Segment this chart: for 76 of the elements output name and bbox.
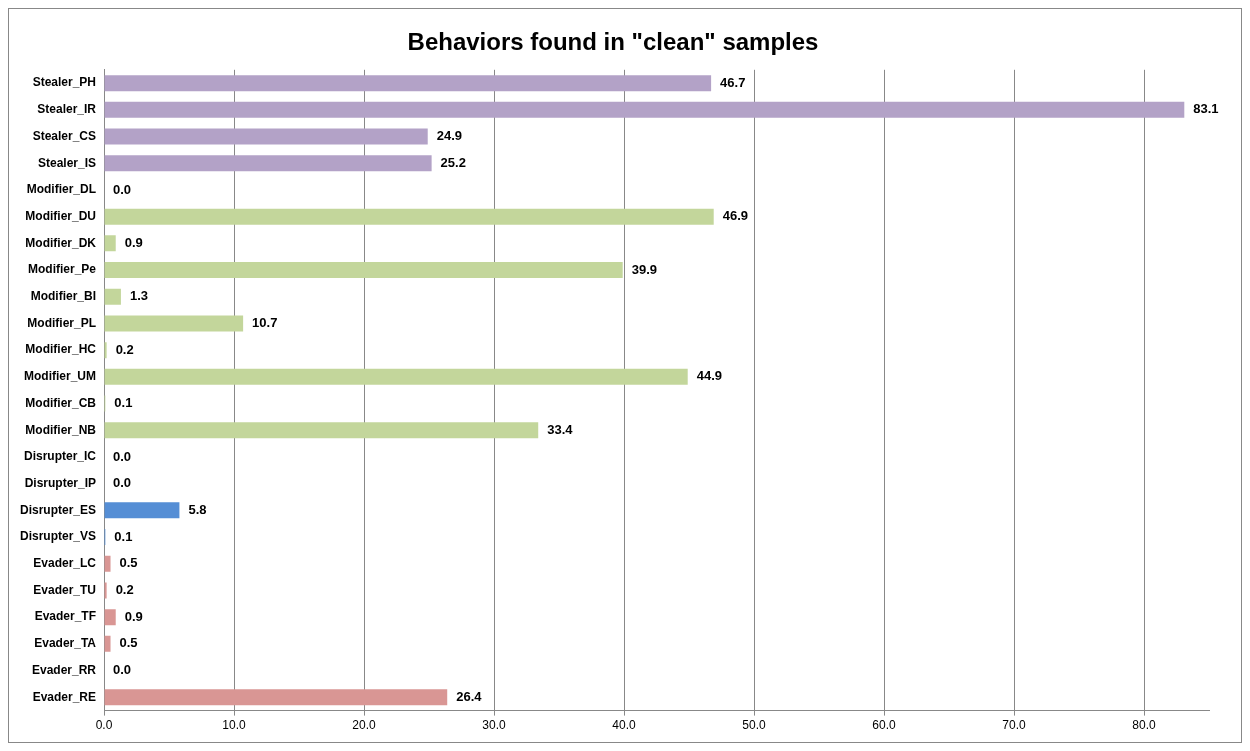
bar [104, 235, 116, 252]
y-tick-label: Modifier_CB [25, 395, 97, 410]
y-tick-label: Disrupter_IC [23, 449, 97, 464]
y-tick-label: Stealer_PH [32, 75, 97, 90]
y-tick-label: Evader_LC [33, 556, 97, 571]
data-label: 44.9 [696, 368, 723, 384]
data-label: 0.2 [115, 341, 134, 357]
data-label: 0.0 [113, 181, 132, 197]
data-label: 24.9 [436, 128, 463, 144]
y-tick-label: Evader_TA [34, 636, 97, 651]
data-label: 0.9 [124, 608, 143, 624]
y-tick-label: Modifier_NB [25, 422, 97, 437]
bar [104, 689, 448, 706]
x-tick-label: 10.0 [222, 718, 247, 733]
y-tick-label: Modifier_Pe [28, 262, 97, 277]
data-label: 46.9 [722, 208, 749, 224]
y-tick-label: Modifier_PL [27, 315, 97, 330]
data-label: 0.0 [113, 475, 132, 491]
bar [104, 342, 107, 359]
y-tick-label: Evader_RE [32, 689, 97, 704]
data-label: 0.1 [114, 528, 133, 544]
data-label: 0.5 [119, 635, 138, 651]
bar [104, 368, 688, 385]
y-tick-label: Disrupter_VS [19, 529, 97, 544]
bar [104, 101, 1185, 118]
x-tick-label: 30.0 [482, 718, 507, 733]
y-tick-label: Modifier_UM [24, 369, 97, 384]
bar [104, 315, 244, 332]
bar [104, 609, 116, 626]
x-tick-label: 60.0 [872, 718, 897, 733]
bar [104, 422, 539, 439]
y-tick-label: Modifier_DK [25, 235, 97, 250]
bar [104, 208, 714, 225]
bar [104, 75, 712, 92]
y-tick-label: Evader_RR [31, 662, 97, 677]
x-tick-label: 50.0 [742, 718, 767, 733]
data-label: 1.3 [129, 288, 148, 304]
x-tick-label: 80.0 [1132, 718, 1156, 733]
y-tick-label: Disrupter_IP [24, 475, 97, 490]
bar [104, 635, 111, 652]
data-label: 0.5 [119, 555, 138, 571]
data-label: 10.7 [252, 315, 278, 331]
data-label: 46.7 [720, 74, 746, 90]
y-tick-label: Stealer_IR [37, 102, 97, 117]
bar [104, 288, 121, 305]
y-tick-label: Modifier_HC [25, 342, 97, 357]
data-label: 0.2 [115, 582, 134, 598]
data-label: 83.1 [1193, 101, 1219, 117]
bar [104, 155, 432, 172]
bar [104, 128, 428, 145]
y-tick-label: Evader_TF [34, 609, 97, 624]
y-tick-label: Evader_TU [33, 582, 97, 597]
data-label: 5.8 [188, 501, 207, 517]
data-label: 0.1 [114, 395, 133, 411]
y-tick-label: Modifier_DU [25, 208, 97, 223]
x-tick-label: 70.0 [1002, 718, 1027, 733]
x-tick-label: 20.0 [352, 718, 377, 733]
data-label: 26.4 [456, 688, 483, 704]
data-label: 0.0 [113, 448, 132, 464]
y-tick-label: Stealer_CS [32, 128, 97, 143]
data-label: 39.9 [631, 261, 658, 277]
y-tick-label: Stealer_IS [37, 155, 97, 170]
data-label: 0.9 [124, 234, 143, 250]
bar [104, 555, 111, 572]
data-label: 33.4 [547, 421, 574, 437]
bar [104, 262, 623, 279]
x-tick-label: 40.0 [612, 718, 637, 733]
data-label: 25.2 [440, 154, 466, 170]
bar [104, 502, 180, 519]
y-tick-label: Disrupter_ES [19, 502, 97, 517]
bar [104, 582, 107, 599]
data-label: 0.0 [113, 662, 132, 678]
y-tick-label: Modifier_BI [30, 289, 97, 304]
x-tick-label: 0.0 [95, 718, 113, 733]
chart-title: Behaviors found in "clean" samples [407, 28, 819, 56]
y-tick-label: Modifier_DL [26, 182, 97, 197]
